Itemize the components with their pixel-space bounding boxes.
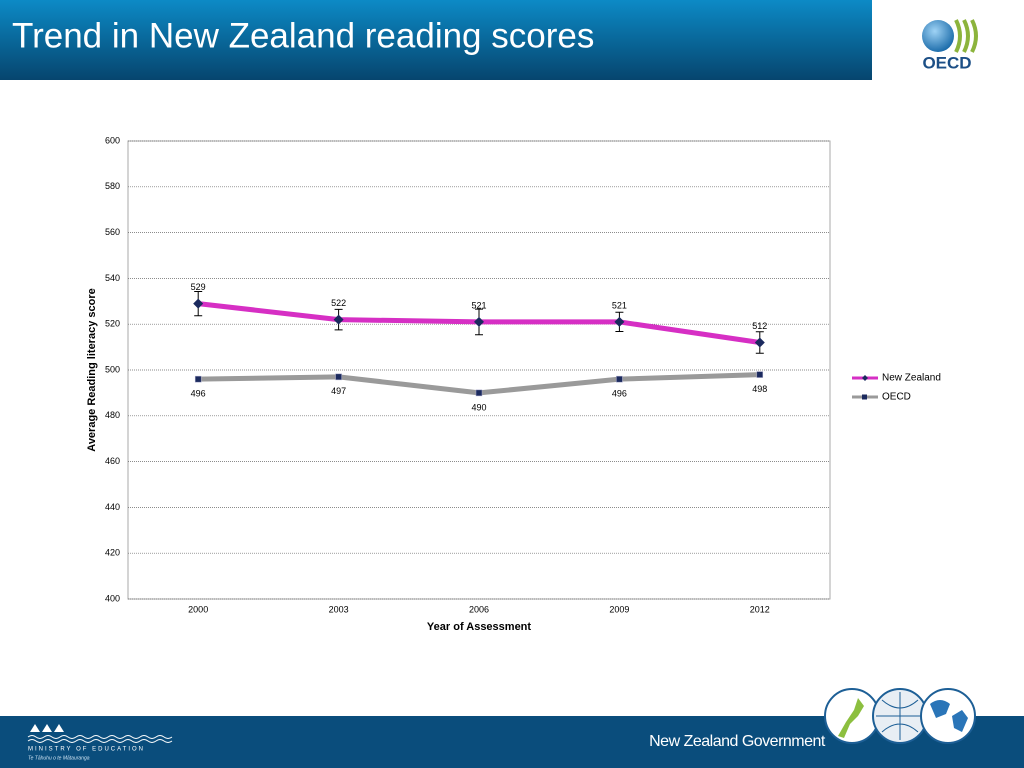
y-tick-label: 540: [105, 273, 120, 283]
y-axis-label: Average Reading literacy score: [86, 288, 98, 451]
data-label: 496: [191, 389, 206, 399]
logo-text: OECD: [922, 53, 971, 72]
point-marker: [333, 314, 344, 325]
oecd-logo: OECD: [922, 19, 978, 72]
data-label: 521: [612, 300, 627, 310]
data-label: 498: [752, 384, 767, 394]
legend-label: OECD: [882, 392, 911, 403]
y-tick-label: 400: [105, 593, 120, 603]
data-label: 512: [752, 321, 767, 331]
data-label: 522: [331, 298, 346, 308]
legend-marker: [862, 375, 868, 381]
point-marker: [193, 298, 204, 309]
point-marker: [335, 373, 342, 381]
y-tick-label: 460: [105, 456, 120, 466]
point-marker: [475, 389, 483, 397]
point-marker: [474, 316, 484, 327]
x-axis-label: Year of Assessment: [427, 621, 531, 633]
y-tick-label: 420: [105, 548, 120, 558]
point-marker: [756, 371, 764, 378]
y-tick-label: 520: [105, 319, 120, 329]
y-tick-label: 600: [105, 135, 120, 145]
ministry-name: MINISTRY OF EDUCATION: [28, 747, 145, 753]
data-label: 521: [471, 300, 486, 310]
data-label: 529: [191, 282, 206, 292]
x-tick-label: 2000: [188, 604, 208, 614]
data-label: 490: [471, 402, 486, 412]
x-tick-label: 2009: [609, 604, 629, 614]
point-marker: [616, 375, 623, 383]
header-bar: [0, 0, 872, 80]
y-tick-label: 580: [105, 181, 120, 191]
y-tick-label: 560: [105, 227, 120, 237]
government-brand: New Zealand Government: [649, 733, 826, 750]
globe-icons: [824, 688, 976, 744]
legend-marker: [862, 394, 867, 400]
data-label: 497: [331, 386, 346, 396]
y-tick-label: 500: [105, 364, 120, 374]
ministry-maori: Te Tāhuhu o te Mātauranga: [28, 755, 90, 761]
data-label: 496: [612, 389, 627, 399]
slide-title: Trend in New Zealand reading scores: [12, 16, 594, 55]
x-tick-label: 2006: [469, 604, 489, 614]
ministry-logo: MINISTRY OF EDUCATION Te Tāhuhu o te Māt…: [27, 724, 173, 761]
y-tick-label: 480: [105, 410, 120, 420]
x-tick-label: 2003: [329, 604, 349, 614]
point-marker: [754, 337, 765, 348]
point-marker: [194, 375, 202, 383]
point-marker: [614, 316, 625, 327]
legend-label: New Zealand: [882, 373, 941, 384]
chart: 400 420 440 460 480 500 520 540 560 580 600 2000 200…: [86, 135, 941, 633]
x-tick-label: 2012: [750, 604, 770, 614]
y-tick-label: 440: [105, 502, 120, 512]
